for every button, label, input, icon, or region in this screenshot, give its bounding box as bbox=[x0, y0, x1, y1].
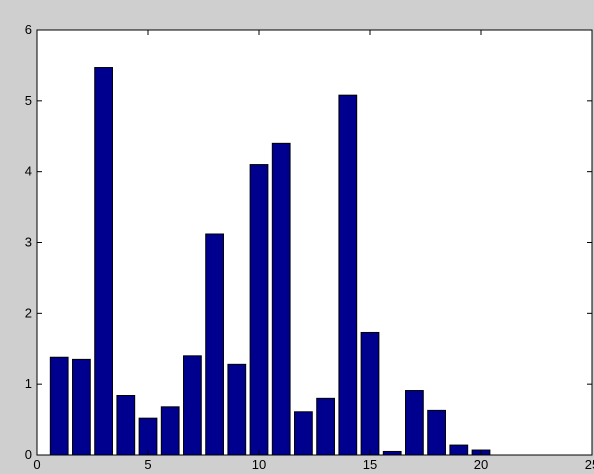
bar-2 bbox=[72, 358, 91, 456]
bar-4 bbox=[116, 395, 136, 456]
plot-area bbox=[36, 29, 593, 456]
x-tick-label-0: 0 bbox=[33, 457, 40, 472]
bar-10 bbox=[249, 164, 269, 456]
bar-8 bbox=[205, 233, 224, 456]
x-tick-label-20: 20 bbox=[474, 457, 488, 472]
bar-9 bbox=[227, 363, 247, 456]
bar-19 bbox=[449, 444, 469, 456]
x-tick-label-25: 25 bbox=[585, 457, 594, 472]
y-tick-label-4: 4 bbox=[25, 164, 32, 179]
y-tick-label-2: 2 bbox=[25, 305, 32, 320]
x-tick-label-10: 10 bbox=[252, 457, 266, 472]
x-tick-label-15: 15 bbox=[363, 457, 377, 472]
y-tick-label-6: 6 bbox=[25, 22, 32, 37]
bar-14 bbox=[338, 94, 358, 456]
x-tick-labels: 0 5 10 15 20 25 bbox=[33, 457, 594, 472]
bar-5 bbox=[138, 417, 158, 456]
bar-6 bbox=[160, 406, 180, 456]
bar-3 bbox=[94, 67, 113, 456]
bar-18 bbox=[427, 409, 446, 456]
y-tick-label-0: 0 bbox=[25, 447, 32, 462]
bar-11 bbox=[271, 142, 291, 456]
bar-17 bbox=[405, 390, 424, 456]
bar-16 bbox=[382, 450, 402, 456]
y-tick-labels: 0 1 2 3 4 5 6 bbox=[25, 22, 32, 462]
y-tick-label-1: 1 bbox=[25, 376, 32, 391]
bar-7 bbox=[183, 355, 202, 456]
x-tick-label-5: 5 bbox=[144, 457, 151, 472]
bar-12 bbox=[294, 411, 313, 456]
ticks-group bbox=[36, 29, 593, 456]
bars-group bbox=[49, 67, 491, 456]
bar-15 bbox=[360, 331, 380, 456]
bar-1 bbox=[49, 356, 69, 456]
y-tick-label-5: 5 bbox=[25, 93, 32, 108]
bar-13 bbox=[316, 397, 335, 456]
y-tick-label-3: 3 bbox=[25, 235, 32, 250]
